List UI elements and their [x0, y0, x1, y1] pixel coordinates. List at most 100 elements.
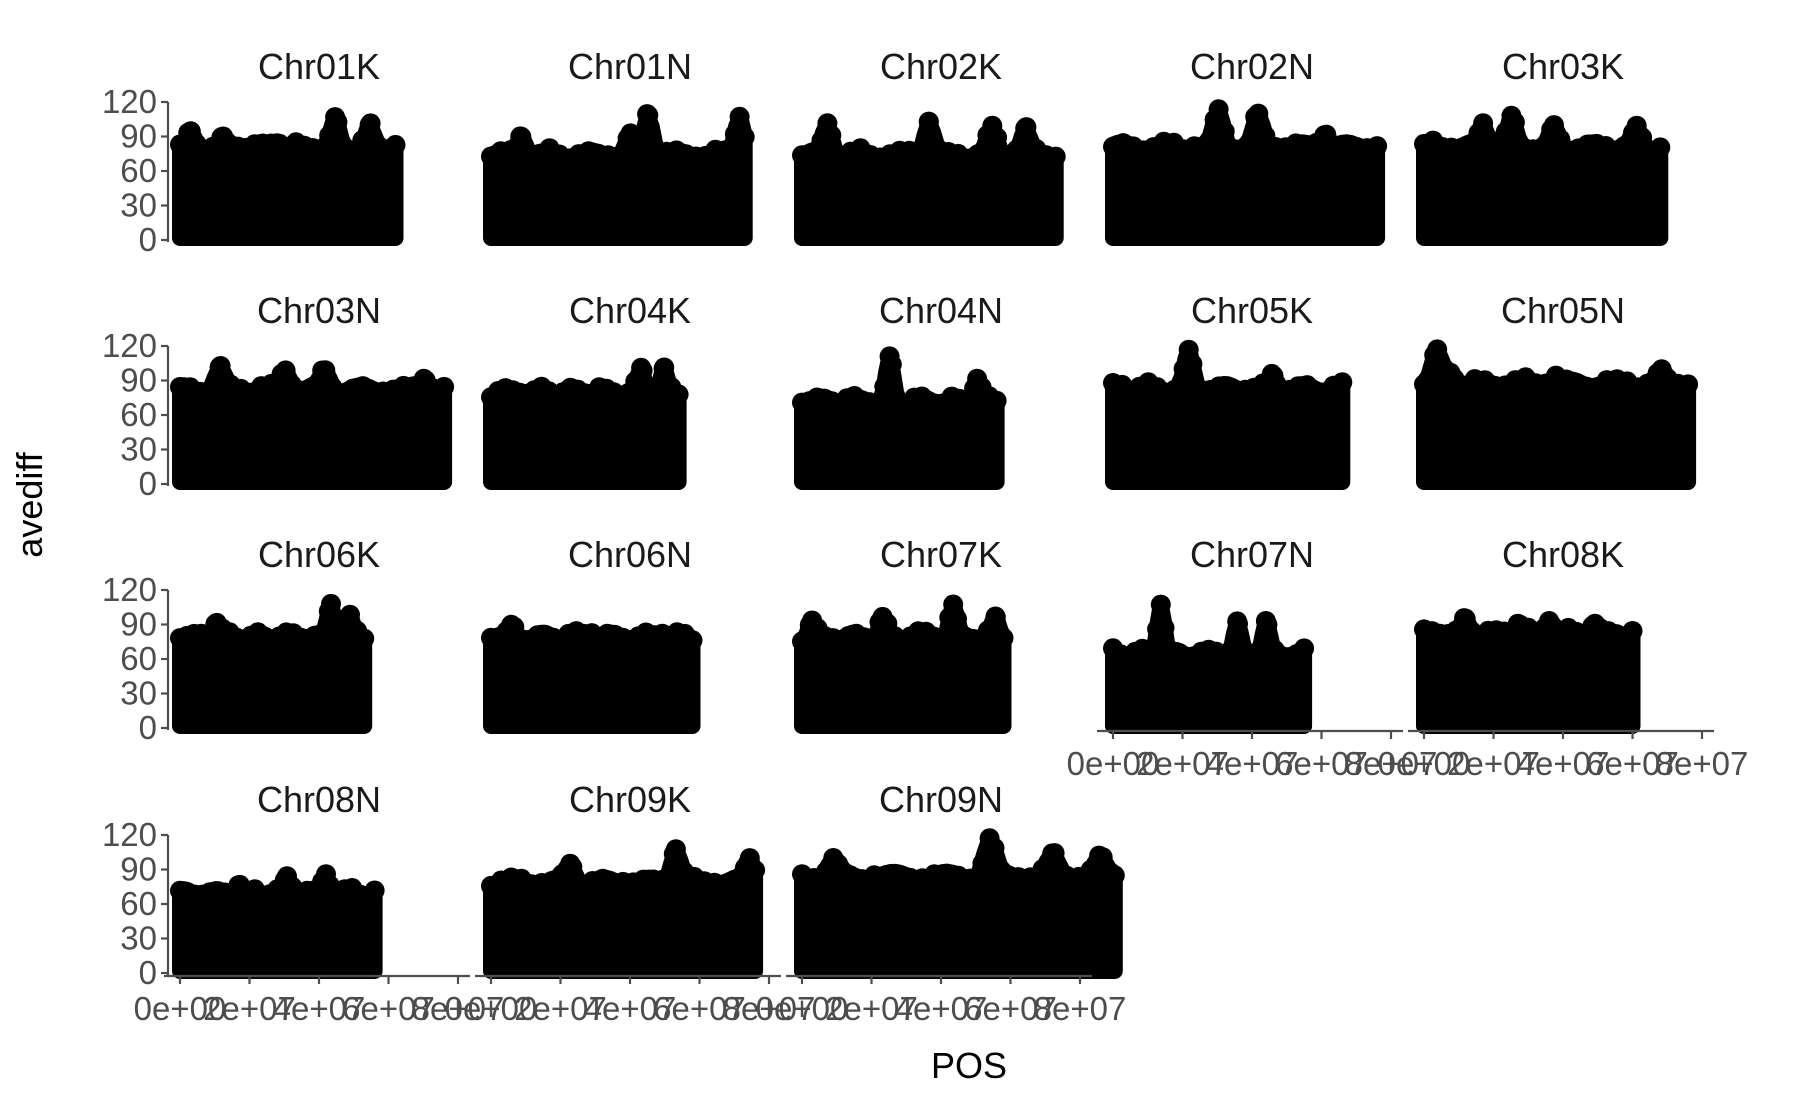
x-tick-label: 4e+07 — [1517, 745, 1610, 782]
y-tick-label: 120 — [102, 327, 157, 364]
data-point — [325, 107, 346, 128]
data-point — [734, 126, 755, 147]
points-cloud — [794, 348, 1005, 490]
data-point — [817, 113, 838, 134]
data-point — [1178, 339, 1199, 360]
panel-chr02k: Chr02K — [792, 46, 1066, 246]
data-point — [729, 106, 750, 127]
panel-chr02n: Chr02N — [1103, 46, 1388, 246]
data-point — [1032, 859, 1053, 880]
data-point — [668, 384, 689, 405]
data-point — [1042, 843, 1063, 864]
data-point — [1622, 621, 1643, 641]
x-tick-label: 6e+07 — [964, 990, 1057, 1027]
x-tick-label: 8e+07 — [1034, 990, 1127, 1027]
data-point — [1532, 137, 1553, 158]
strip-label: Chr01K — [258, 46, 380, 87]
strip-label: Chr04N — [879, 290, 1003, 331]
data-point — [1546, 367, 1566, 387]
panel-chr03k: Chr03K — [1414, 46, 1671, 246]
data-point — [967, 144, 988, 165]
strip-label: Chr02N — [1190, 46, 1314, 87]
data-point — [1650, 137, 1671, 158]
x-tick-label: 4e+07 — [273, 990, 366, 1027]
data-point — [1006, 139, 1027, 160]
data-point — [823, 848, 844, 868]
y-tick-label: 120 — [102, 571, 157, 608]
data-point — [620, 123, 641, 144]
data-point — [1539, 611, 1560, 631]
data-point — [1332, 372, 1353, 393]
x-tick-label: 6e+07 — [653, 990, 746, 1027]
data-point — [1414, 374, 1434, 395]
x-tick-label: 0e+00 — [445, 990, 538, 1027]
y-tick-label: 90 — [120, 362, 157, 399]
x-axis-title: POS — [931, 1045, 1007, 1086]
data-point — [931, 628, 952, 649]
data-point — [1486, 138, 1507, 158]
data-point — [982, 115, 1003, 136]
data-point — [631, 357, 652, 378]
data-point — [653, 869, 674, 890]
data-point — [861, 628, 882, 649]
y-tick-label: 30 — [120, 920, 157, 957]
data-point — [985, 606, 1006, 627]
y-tick-label: 90 — [120, 851, 157, 888]
x-tick-label: 8e+07 — [1345, 745, 1438, 782]
y-tick-label: 60 — [120, 885, 157, 922]
strip-label: Chr09N — [879, 779, 1003, 820]
y-tick-label: 90 — [120, 118, 157, 155]
y-tick-label: 60 — [120, 396, 157, 433]
points-cloud — [1105, 101, 1386, 246]
data-point — [302, 377, 322, 398]
data-point — [653, 358, 674, 379]
strip-label: Chr02K — [880, 46, 1002, 87]
data-point — [213, 126, 234, 147]
data-point — [560, 853, 581, 874]
x-tick-label: 4e+07 — [1206, 745, 1299, 782]
panel-chr04n: Chr04N — [792, 290, 1007, 490]
x-tick-label: 4e+07 — [584, 990, 677, 1027]
data-point — [1427, 339, 1448, 360]
data-point — [1255, 611, 1276, 631]
strip-label: Chr06K — [258, 534, 380, 575]
data-point — [1154, 617, 1175, 638]
data-point — [1208, 99, 1229, 120]
strip-label: Chr08N — [257, 779, 381, 820]
data-point — [682, 630, 703, 651]
data-point — [1235, 137, 1255, 158]
data-point — [1263, 365, 1284, 386]
data-point — [1089, 845, 1110, 866]
data-point — [1440, 362, 1461, 383]
data-point — [581, 623, 602, 644]
data-point — [1220, 640, 1241, 661]
data-point — [200, 380, 221, 401]
x-tick-label: 4e+07 — [895, 990, 988, 1027]
y-tick-label: 90 — [120, 606, 157, 643]
data-point — [501, 614, 522, 635]
data-point — [1678, 374, 1699, 395]
data-point — [1015, 118, 1036, 139]
data-point — [277, 866, 297, 887]
data-point — [1112, 374, 1133, 395]
data-point — [638, 105, 659, 126]
data-point — [198, 629, 219, 650]
data-point — [943, 594, 964, 615]
strip-label: Chr09K — [569, 779, 691, 820]
strip-label: Chr05K — [1191, 290, 1313, 331]
data-point — [1150, 594, 1171, 615]
data-point — [918, 111, 939, 132]
points-cloud — [794, 830, 1123, 979]
data-point — [1507, 613, 1528, 634]
data-point — [715, 140, 736, 161]
x-tick-label: 2e+07 — [203, 990, 296, 1027]
strip-label: Chr03K — [1502, 46, 1624, 87]
data-point — [321, 593, 341, 614]
data-point — [665, 839, 686, 860]
y-tick-label: 0 — [139, 954, 157, 991]
x-tick-label: 8e+07 — [723, 990, 816, 1027]
